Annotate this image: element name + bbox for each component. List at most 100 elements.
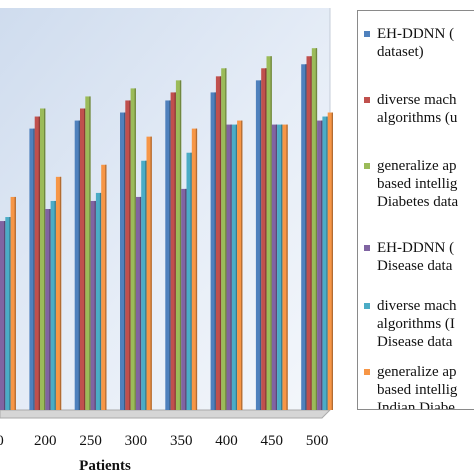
bar-400-series-6	[237, 120, 243, 410]
bar-edge-300-series-3	[134, 88, 136, 411]
bar-edge-200-series-4	[49, 209, 51, 410]
bar-450-series-6	[282, 124, 288, 410]
bar-edge-350-series-5	[190, 152, 192, 410]
plot-floor	[0, 409, 332, 419]
bar-edge-0-series-6	[14, 196, 16, 410]
x-axis-title: Patients	[79, 458, 131, 474]
bar-250-series-3	[85, 96, 91, 410]
legend-swatch-3	[364, 163, 370, 169]
bar-edge-250-series-3	[89, 96, 91, 410]
legend-text-line: algorithms (I	[377, 316, 455, 332]
bar-edge-250-series-4	[94, 200, 96, 410]
bar-500-series-1	[301, 64, 307, 410]
bar-edge-450-series-3	[270, 56, 272, 411]
legend-text-line: Disease data	[377, 334, 453, 350]
bar-edge-200-series-5	[54, 200, 56, 410]
bar-edge-350-series-3	[179, 80, 182, 411]
bar-0-series-5	[5, 217, 11, 410]
legend-swatch-5	[364, 303, 370, 309]
legend-text-line: dataset)	[377, 44, 424, 60]
x-tick-label-300: 300	[125, 433, 148, 449]
x-tick-label-400: 400	[215, 433, 238, 449]
bar-edge-200-series-3	[44, 108, 46, 410]
legend-text-line: EH-DDNN (	[377, 240, 455, 256]
legend-text-line: algorithms (u	[377, 110, 458, 126]
bar-edge-250-series-2	[84, 108, 86, 410]
legend-text-line: generalize ap	[377, 158, 457, 174]
legend-text-line: EH-DDNN (	[377, 26, 455, 42]
bar-edge-300-series-2	[129, 100, 131, 411]
bar-edge-0-series-5	[9, 217, 11, 410]
bar-400-series-5	[231, 124, 238, 410]
bar-edge-450-series-1	[259, 80, 262, 411]
bar-400-series-2	[215, 76, 222, 410]
legend-swatch-2	[364, 97, 370, 103]
bar-450-series-5	[277, 124, 283, 410]
bar-edge-350-series-1	[169, 100, 171, 411]
bar-500-series-5	[322, 116, 328, 410]
bar-edge-500-series-6	[331, 112, 333, 411]
bar-edge-350-series-6	[195, 128, 198, 410]
bar-edge-250-series-6	[105, 164, 107, 410]
bar-250-series-6	[101, 164, 107, 410]
bar-edge-450-series-2	[265, 68, 267, 411]
legend-text-line: diverse mach	[377, 298, 457, 314]
bar-250-series-5	[95, 192, 102, 410]
bar-250-series-4	[90, 200, 96, 410]
legend-swatch-4	[364, 245, 370, 251]
bar-edge-400-series-6	[241, 120, 243, 410]
bar-edge-400-series-5	[235, 124, 238, 410]
bar-200-series-5	[50, 200, 56, 410]
x-tick-label-0: 0	[0, 433, 4, 449]
bar-edge-400-series-3	[225, 68, 227, 411]
legend-text-line: diverse mach	[377, 92, 457, 108]
bar-edge-200-series-1	[33, 128, 35, 410]
bar-200-series-3	[40, 108, 46, 410]
legend-text-line: based intellig	[377, 382, 458, 398]
bar-edge-0-series-4	[4, 221, 6, 410]
bar-350-series-5	[186, 152, 192, 410]
legend-swatch-6	[364, 369, 370, 375]
bars-group	[0, 48, 333, 411]
bar-edge-350-series-4	[185, 188, 187, 410]
bar-300-series-3	[130, 88, 136, 411]
bar-edge-500-series-3	[315, 48, 318, 410]
bar-200-series-6	[55, 176, 62, 410]
bar-edge-200-series-2	[38, 116, 40, 410]
bar-450-series-3	[266, 56, 272, 411]
legend-text-line: generalize ap	[377, 364, 457, 380]
bar-edge-500-series-1	[305, 64, 307, 410]
bar-300-series-4	[135, 196, 142, 410]
bar-400-series-4	[226, 124, 232, 410]
bar-250-series-1	[74, 120, 80, 410]
bar-edge-500-series-5	[326, 116, 328, 410]
bar-edge-300-series-1	[124, 112, 126, 411]
bar-200-series-2	[34, 116, 40, 410]
bar-400-series-1	[210, 92, 216, 411]
bar-edge-400-series-4	[230, 124, 232, 410]
bar-edge-400-series-2	[219, 76, 222, 410]
bar-300-series-1	[120, 112, 126, 411]
bar-0-series-4	[0, 221, 6, 410]
bar-edge-200-series-6	[59, 176, 62, 410]
legend-text-line: based intellig	[377, 176, 458, 192]
bar-350-series-1	[165, 100, 171, 411]
x-tick-label-350: 350	[170, 433, 193, 449]
bar-200-series-1	[29, 128, 35, 410]
bar-450-series-2	[261, 68, 267, 411]
x-tick-label-250: 250	[79, 433, 102, 449]
bar-450-series-1	[255, 80, 262, 411]
bar-250-series-2	[80, 108, 86, 410]
x-tick-label-450: 450	[261, 433, 284, 449]
bar-500-series-4	[317, 120, 323, 410]
bar-300-series-5	[141, 160, 147, 410]
x-tick-labels: 0 200 250 300 350 400 450 500	[0, 433, 328, 449]
bar-500-series-3	[311, 48, 318, 410]
bar-350-series-6	[191, 128, 198, 410]
legend: EH-DDNN ( dataset) diverse mach algorithms …	[357, 10, 474, 410]
bar-500-series-6	[327, 112, 333, 411]
bar-edge-400-series-1	[214, 92, 216, 411]
bar-edge-250-series-5	[99, 192, 102, 410]
bar-300-series-2	[125, 100, 131, 411]
